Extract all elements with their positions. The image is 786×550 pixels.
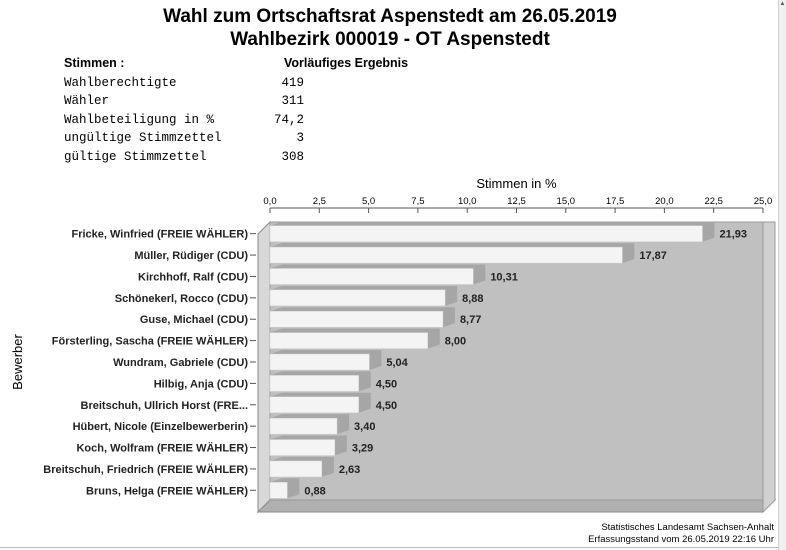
bar-value-label: 17,87 (639, 250, 667, 262)
plot-left-wall (257, 220, 271, 514)
bar (269, 332, 429, 349)
category-label: Hübert, Nicole (Einzelbewerberin) (73, 421, 249, 433)
x-tick-label: 0,0 (263, 196, 276, 207)
category-label: Müller, Rüdiger (CDU) (134, 250, 248, 262)
bar (269, 439, 336, 456)
category-label: Guse, Michael (CDU) (140, 314, 249, 326)
bar (269, 289, 446, 307)
stats-label: Wähler (64, 94, 110, 109)
scroll-up-arrow-icon[interactable]: ▲ (779, 1, 786, 7)
stats-table: Wahlberechtigte 419 Wähler 311 Wahlbeteili… (64, 74, 304, 166)
bar-value-label: 3,29 (352, 443, 373, 455)
bar-value-label: 8,77 (460, 314, 481, 326)
page-title: Wahl zum Ortschaftsrat Aspenstedt am 26.… (163, 6, 617, 27)
bar-value-label: 10,31 (490, 271, 518, 283)
bar-value-label: 2,63 (339, 464, 360, 476)
bar-value-label: 4,50 (376, 378, 397, 390)
category-label: Koch, Wolfram (FREIE WÄHLER) (76, 442, 248, 455)
x-axis-title: Stimmen in % (476, 176, 557, 191)
stats-value: 74,2 (273, 112, 304, 127)
footer-timestamp: Erfassungsstand vom 26.05.2019 22:16 Uhr (588, 534, 774, 545)
footer-source: Statistisches Landesamt Sachsen-Anhalt (601, 522, 774, 533)
bar (269, 246, 623, 264)
x-tick-label: 22,5 (704, 196, 723, 207)
x-tick-label: 7,5 (411, 196, 424, 207)
plot-floor (256, 499, 777, 513)
page-subtitle: Wahlbezirk 000019 - OT Aspenstedt (230, 29, 550, 50)
stats-label: Wahlbeteiligung in % (64, 112, 215, 127)
x-tick-label: 5,0 (362, 196, 375, 207)
stats-row: Wahlbeteiligung in % 74,2 (64, 111, 304, 129)
category-label: Bruns, Helga (FREIE WÄHLER) (86, 484, 248, 497)
category-label: Hilbig, Anja (CDU) (154, 378, 249, 390)
stats-label: gültige Stimmzettel (64, 149, 207, 164)
category-label: Breitschuh, Friedrich (FREIE WÄHLER) (43, 463, 248, 476)
bar (269, 417, 338, 435)
bar (269, 482, 288, 499)
stats-value: 3 (296, 131, 304, 146)
bar (269, 225, 703, 242)
category-label: Wundram, Gabriele (CDU) (113, 357, 248, 369)
y-axis-title: Bewerber (10, 334, 25, 390)
bar-value-label: 3,40 (354, 421, 375, 433)
category-label: Fricke, Winfried (FREIE WÄHLER) (71, 228, 248, 241)
stats-heading-left: Stimmen : (64, 56, 125, 70)
stats-label: ungültige Stimmzettel (64, 131, 222, 146)
category-label: Försterling, Sascha (FREIE WÄHLER) (52, 335, 249, 348)
stats-label: Wahlberechtigte (64, 76, 177, 90)
category-label: Breitschuh, Ullrich Horst (FRE... (81, 400, 248, 412)
plot-right-wall (762, 221, 776, 514)
bar-value-label: 4,50 (376, 400, 397, 412)
bar (269, 460, 323, 478)
stats-heading-right: Vorläufiges Ergebnis (284, 56, 409, 70)
x-tick-label: 10,0 (458, 196, 477, 207)
stats-row: gültige Stimmzettel 308 (64, 148, 304, 166)
x-tick-label: 20,0 (655, 196, 674, 207)
bar-value-label: 0,88 (304, 485, 325, 497)
stats-row: Wähler 311 (64, 92, 304, 110)
category-label: Schönekerl, Rocco (CDU) (115, 293, 249, 305)
stats-value: 419 (281, 76, 304, 90)
bar (269, 375, 359, 392)
bar (269, 396, 359, 414)
x-tick-label: 17,5 (606, 196, 625, 207)
x-tick-label: 12,5 (507, 196, 526, 207)
stats-value: 311 (281, 94, 304, 109)
bar-value-label: 21,93 (719, 229, 747, 241)
stats-row: ungültige Stimmzettel 3 (64, 129, 304, 147)
category-label: Kirchhoff, Ralf (CDU) (138, 271, 248, 283)
vertical-scrollbar[interactable]: ▲ (778, 0, 786, 550)
stats-value: 308 (281, 149, 304, 164)
x-tick-label: 25,0 (754, 196, 773, 207)
bar (269, 353, 370, 371)
bar (269, 268, 474, 285)
x-tick-label: 15,0 (557, 196, 576, 207)
stats-row: Wahlberechtigte 419 (64, 74, 304, 92)
bar (269, 310, 444, 328)
bar-value-label: 8,88 (462, 293, 483, 305)
x-tick-label: 2,5 (313, 196, 326, 207)
bar-value-label: 8,00 (445, 336, 466, 348)
bar-value-label: 5,04 (386, 357, 408, 369)
